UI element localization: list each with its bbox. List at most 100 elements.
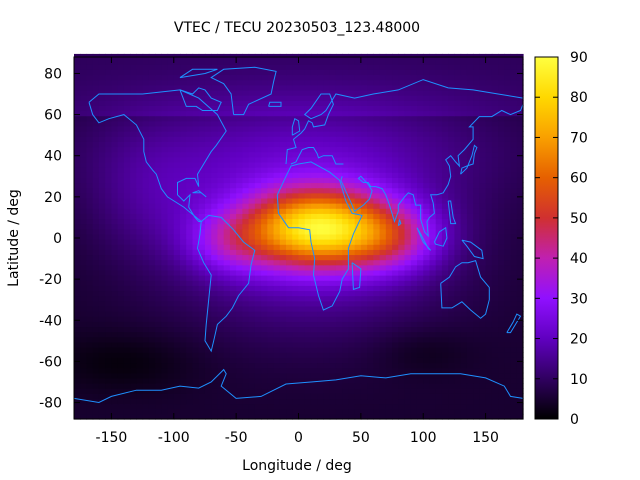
heatmap-cell <box>173 341 181 348</box>
heatmap-cell <box>248 233 256 240</box>
heatmap-cell <box>242 413 250 420</box>
heatmap-cell <box>473 336 480 343</box>
heatmap-cell <box>186 316 194 322</box>
heatmap-cell <box>454 408 462 415</box>
heatmap-cell <box>161 321 169 328</box>
heatmap-cell <box>98 413 106 420</box>
heatmap-cell <box>329 280 337 286</box>
heatmap-cell <box>273 177 281 184</box>
heatmap-cell <box>80 244 88 250</box>
heatmap-cell <box>448 244 456 250</box>
heatmap-cell <box>254 84 262 91</box>
heatmap-cell <box>323 352 331 358</box>
heatmap-cell <box>248 321 256 328</box>
heatmap-cell <box>435 398 443 405</box>
heatmap-cell <box>111 244 119 250</box>
heatmap-cell <box>286 64 293 70</box>
heatmap-cell <box>510 167 518 173</box>
heatmap-cell <box>379 125 387 132</box>
heatmap-cell <box>379 285 387 292</box>
heatmap-cell <box>298 100 306 106</box>
heatmap-cell <box>416 290 424 297</box>
heatmap-cell <box>111 131 119 137</box>
heatmap-cell <box>211 352 219 358</box>
heatmap-cell <box>404 105 412 112</box>
heatmap-cell <box>217 59 225 65</box>
heatmap-cell <box>130 172 137 178</box>
heatmap-cell <box>92 383 100 389</box>
heatmap-cell <box>286 233 293 240</box>
heatmap-cell <box>204 352 212 358</box>
heatmap-cell <box>242 89 250 96</box>
heatmap-cell <box>123 367 131 374</box>
heatmap-cell <box>367 156 374 163</box>
heatmap-cell <box>454 197 462 204</box>
heatmap-cell <box>136 197 144 204</box>
heatmap-cell <box>473 398 480 405</box>
heatmap-cell <box>279 285 287 292</box>
heatmap-cell <box>491 326 499 333</box>
heatmap-cell <box>136 321 144 328</box>
heatmap-cell <box>441 295 449 302</box>
heatmap-cell <box>454 208 462 214</box>
heatmap-cell <box>323 331 331 338</box>
heatmap-cell <box>204 388 212 394</box>
heatmap-cell <box>342 218 349 225</box>
heatmap-cell <box>435 233 443 240</box>
heatmap-cell <box>217 352 225 358</box>
heatmap-cell <box>429 275 437 281</box>
heatmap-cell <box>123 131 131 137</box>
heatmap-cell <box>236 59 243 65</box>
heatmap-cell <box>155 95 162 101</box>
heatmap-cell <box>217 264 225 271</box>
heatmap-cell <box>310 115 318 122</box>
heatmap-cell <box>473 131 480 137</box>
heatmap-cell <box>516 357 524 364</box>
heatmap-cell <box>267 249 275 256</box>
heatmap-cell <box>367 280 374 286</box>
heatmap-cell <box>279 290 287 297</box>
heatmap-cell <box>279 74 287 81</box>
heatmap-cell <box>229 151 237 158</box>
heatmap-cell <box>211 254 219 261</box>
heatmap-cell <box>286 357 293 364</box>
heatmap-cell <box>267 131 275 137</box>
heatmap-cell <box>510 388 518 394</box>
heatmap-cell <box>435 403 443 410</box>
heatmap-cell <box>510 362 518 369</box>
heatmap-cell <box>498 321 505 328</box>
heatmap-cell <box>92 388 100 394</box>
heatmap-cell <box>242 326 250 333</box>
heatmap-cell <box>229 89 237 96</box>
heatmap-cell <box>416 244 424 250</box>
heatmap-cell <box>510 69 518 76</box>
heatmap-cell <box>136 290 144 297</box>
heatmap-cell <box>173 383 181 389</box>
heatmap-cell <box>304 151 312 158</box>
heatmap-cell <box>211 259 219 266</box>
heatmap-cell <box>123 300 131 307</box>
heatmap-cell <box>516 300 524 307</box>
heatmap-cell <box>130 120 137 127</box>
heatmap-cell <box>142 69 150 76</box>
heatmap-cell <box>423 223 431 230</box>
heatmap-cell <box>286 290 293 297</box>
heatmap-cell <box>273 321 281 328</box>
heatmap-cell <box>510 280 518 286</box>
heatmap-cell <box>317 383 325 389</box>
heatmap-cell <box>267 357 275 364</box>
heatmap-cell <box>354 403 362 410</box>
heatmap-cell <box>392 377 399 384</box>
heatmap-cell <box>423 367 431 374</box>
heatmap-cell <box>148 59 156 65</box>
heatmap-cell <box>404 244 412 250</box>
heatmap-cell <box>204 326 212 333</box>
heatmap-cell <box>92 223 100 230</box>
heatmap-cell <box>360 172 368 178</box>
heatmap-cell <box>310 208 318 214</box>
heatmap-cell <box>385 167 393 173</box>
heatmap-cell <box>86 203 94 209</box>
heatmap-cell <box>504 182 512 189</box>
heatmap-cell <box>229 187 237 194</box>
heatmap-cell <box>161 362 169 369</box>
